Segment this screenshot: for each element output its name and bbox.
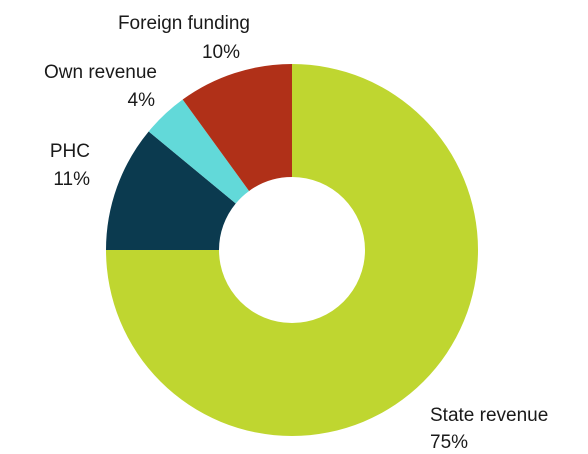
slice-value-label: 11% [53,169,90,190]
slice-value-label: 75% [430,432,468,453]
slice-value-label: 4% [128,90,156,111]
donut-slice [182,64,292,191]
slice-label: Foreign funding [118,13,250,34]
slice-label: State revenue [430,405,548,426]
slice-label: Own revenue [44,62,157,83]
donut-slice [148,99,250,204]
slice-label: PHC [50,141,90,162]
donut-slice [106,64,478,436]
slice-value-label: 10% [202,42,240,63]
donut-slice [106,131,236,250]
